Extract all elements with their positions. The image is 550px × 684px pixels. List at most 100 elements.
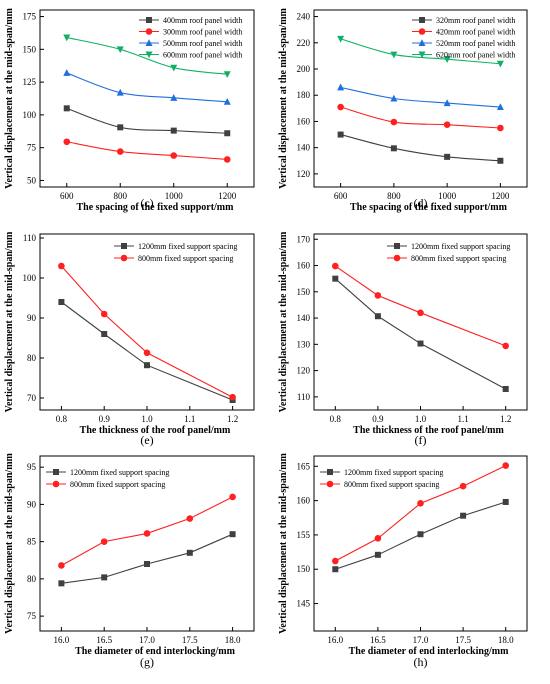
x-tick-label: 1000 [438,191,457,201]
series [332,498,509,573]
data-point [170,94,178,101]
legend-label: 1200mm fixed support spacing [70,468,169,477]
x-tick-label: 16.0 [54,635,70,645]
data-point [497,124,504,132]
data-point [443,99,451,107]
series-line [61,533,233,584]
legend: 1200mm fixed support spacing 800mm fixed … [320,468,443,489]
data-point [390,51,398,59]
data-point [144,362,150,369]
data-point [337,103,344,111]
data-point [460,512,467,519]
x-tick-label: 1.1 [184,414,195,424]
data-point [117,124,124,131]
data-point [374,535,382,542]
data-point [444,153,451,160]
legend-marker [146,17,152,23]
x-axis-title: The diameter of end interlocking/mm [75,646,235,657]
data-point [337,131,344,138]
legend-marker [393,254,401,262]
x-tick-label: 16.0 [327,635,343,645]
x-tick-label: 1200 [218,191,237,201]
series [63,105,231,137]
x-tick-label: 17.5 [182,635,198,645]
y-axis-title: Vertical displacement at the mid-span/mm [4,452,15,633]
y-tick-label: 90 [27,499,37,509]
x-tick-label: 17.5 [455,635,471,645]
data-point [223,156,231,163]
panel-label: (f) [415,433,427,447]
data-point [417,340,424,347]
x-tick-label: 0.8 [56,414,68,424]
series-line [66,72,228,103]
series [337,83,504,111]
plot-frame [313,9,528,188]
legend-label: 800mm fixed support spacing [138,254,233,263]
data-point [170,64,178,72]
data-point [144,560,150,567]
data-point [390,118,398,126]
series [63,138,231,163]
panel-label: (d) [414,196,428,210]
y-tick-label: 145 [297,599,311,609]
x-tick-label: 17.0 [139,635,155,645]
legend-label: 620mm roof panel width [436,51,515,60]
y-tick-label: 100 [23,110,37,120]
legend: 320mm roof panel width 420mm roof panel w… [412,16,515,60]
y-tick-label: 150 [23,44,37,54]
series-line [334,265,506,347]
y-tick-label: 70 [27,393,37,403]
data-point [100,310,108,318]
series [58,262,236,401]
data-point [186,549,193,556]
y-tick-label: 160 [297,261,311,271]
legend-label: 500mm roof panel width [163,39,242,48]
data-point [143,349,151,357]
panel-label: (c) [140,196,153,210]
data-point [223,71,231,79]
data-point [229,493,236,501]
data-point [443,56,451,63]
legend-marker [120,254,128,262]
data-point [337,35,345,43]
x-tick-label: 0.9 [372,414,384,424]
series [63,69,231,105]
y-tick-label: 150 [297,564,311,574]
series [337,131,504,164]
y-tick-label: 200 [297,64,311,74]
y-tick-label: 50 [27,175,37,185]
legend-label: 800mm fixed support spacing [344,480,439,489]
y-tick-label: 240 [297,12,311,22]
x-tick-label: 16.5 [96,635,112,645]
x-tick-label: 0.9 [99,414,111,424]
x-tick-label: 800 [114,191,128,201]
series [337,35,504,68]
data-point [497,157,504,164]
data-point [332,557,339,565]
data-point [390,94,398,102]
data-point [58,580,65,587]
x-tick-label: 18.0 [498,635,514,645]
y-tick-label: 95 [27,462,37,472]
legend-marker [394,243,400,249]
x-tick-label: 800 [387,191,401,201]
y-tick-label: 140 [297,143,311,153]
legend-label: 1200mm fixed support spacing [411,242,510,251]
data-point [417,500,424,507]
series-line [66,107,228,134]
data-point [374,292,382,299]
y-tick-label: 175 [23,12,37,22]
data-point [223,97,231,105]
series [332,275,509,392]
legend-marker [145,39,153,46]
panel-label: (g) [140,655,154,669]
legend-marker [418,39,426,46]
y-tick-label: 160 [297,496,311,506]
x-tick-label: 18.0 [225,635,241,645]
series-line [66,36,228,75]
y-tick-label: 80 [27,574,37,584]
x-tick-label: 16.5 [370,635,386,645]
